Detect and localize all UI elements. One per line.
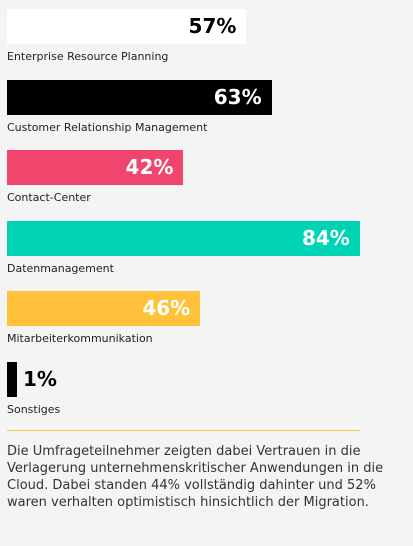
footnote-text: Die Umfrageteilnehmer zeigten dabei Vert… (7, 444, 384, 510)
category-label-1: Enterprise Resource Planning (7, 50, 169, 63)
bar-5 (7, 291, 201, 326)
bar-4 (7, 220, 360, 256)
category-label-2: Customer Relationship Management (7, 120, 208, 134)
divider-line (7, 430, 360, 431)
bar-value-label-3: 42% (125, 155, 174, 179)
bar-value-label-4: 84% (301, 225, 350, 250)
category-label-5: Mitarbeiterkommunikation (7, 332, 153, 345)
bar-value-label-5: 46% (142, 296, 191, 320)
bar-value-label-1: 57% (188, 14, 237, 38)
category-label-3: Contact-Center (7, 191, 91, 204)
bar-6 (7, 361, 17, 397)
bar-1 (7, 9, 247, 44)
bar-value-label-6: 1% (23, 366, 57, 391)
bar-2 (7, 79, 272, 115)
bar-3 (7, 150, 184, 185)
category-label-4: Datenmanagement (7, 261, 114, 275)
bar-value-label-2: 63% (213, 84, 262, 109)
category-label-6: Sonstiges (7, 402, 61, 416)
